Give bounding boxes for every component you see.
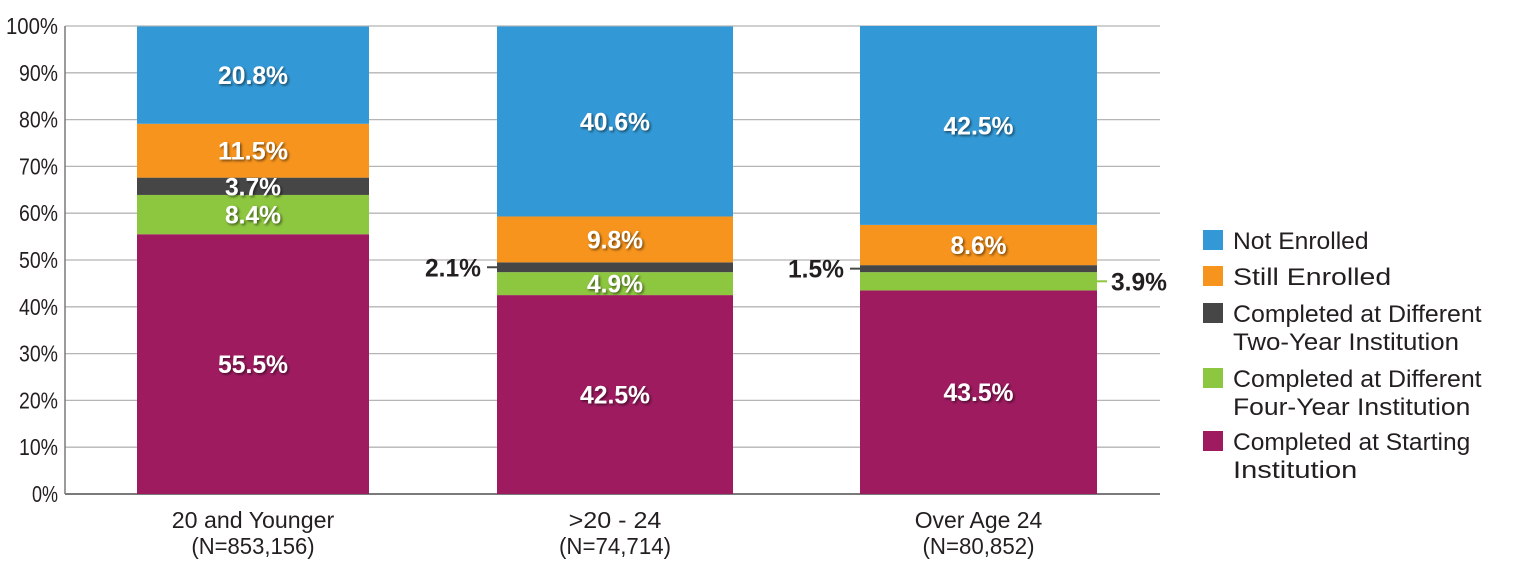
bar-segment <box>860 224 1097 266</box>
data-label: 2.1% <box>425 254 481 282</box>
y-tick-label: 100% <box>6 13 58 39</box>
bar-segment <box>497 216 733 263</box>
data-label: 3.9% <box>1111 268 1167 296</box>
bar-segment <box>860 290 1097 494</box>
y-tick-label: 70% <box>19 153 58 179</box>
legend-label: Two-Year Institution <box>1233 329 1459 356</box>
data-label: 20.8% <box>218 62 288 90</box>
bar-segment <box>860 272 1097 291</box>
bar-segment <box>860 265 1097 273</box>
x-category-label: 20 and Younger <box>172 507 335 533</box>
data-label: 4.9% <box>587 271 643 299</box>
bar-segment <box>497 26 733 217</box>
y-tick-label: 0% <box>32 481 58 507</box>
legend-label: Four-Year Institution <box>1233 394 1470 421</box>
legend-label: Not Enrolled <box>1233 228 1369 255</box>
bar-segment <box>137 194 369 235</box>
data-label: 9.8% <box>587 226 643 254</box>
data-label: 43.5% <box>944 379 1014 407</box>
legend-label: Completed at Different <box>1233 366 1482 393</box>
y-tick-label: 80% <box>19 107 58 133</box>
x-category-n: (N=80,852) <box>923 533 1035 559</box>
data-label: 55.5% <box>218 351 288 379</box>
legend-swatch <box>1203 431 1223 451</box>
legend-label: Completed at Different <box>1233 301 1482 328</box>
bar-segment <box>860 26 1097 225</box>
y-tick-label: 90% <box>19 60 58 86</box>
bar-segment <box>497 272 733 296</box>
legend-swatch <box>1203 266 1223 286</box>
x-category-n: (N=74,714) <box>559 533 671 559</box>
data-label: 40.6% <box>580 108 650 136</box>
bar-segment <box>497 262 733 273</box>
y-tick-label: 40% <box>19 294 58 320</box>
data-label: 42.5% <box>944 112 1014 140</box>
bar-segment <box>137 234 369 494</box>
y-tick-label: 50% <box>19 247 58 273</box>
bar-segment <box>497 295 733 494</box>
data-label: 42.5% <box>580 382 650 410</box>
data-label: 1.5% <box>788 256 844 284</box>
x-category-label: >20 - 24 <box>569 507 662 533</box>
data-label: 3.7% <box>225 173 281 201</box>
y-tick-label: 10% <box>19 434 58 460</box>
legend-swatch <box>1203 303 1223 323</box>
x-category-label: Over Age 24 <box>915 507 1043 533</box>
y-tick-label: 30% <box>19 341 58 367</box>
bar-segment <box>137 123 369 178</box>
legend-swatch <box>1203 230 1223 250</box>
x-category-n: (N=853,156) <box>191 533 314 559</box>
bar-segment <box>137 26 369 124</box>
bar-segment <box>137 177 369 195</box>
data-label: 8.4% <box>225 202 281 230</box>
data-label: 11.5% <box>218 138 288 166</box>
legend-swatch <box>1203 368 1223 388</box>
legend-label: Still Enrolled <box>1233 264 1391 291</box>
y-tick-label: 60% <box>19 200 58 226</box>
y-tick-label: 20% <box>19 387 58 413</box>
data-label: 8.6% <box>951 232 1007 260</box>
legend-label: Institution <box>1233 457 1357 484</box>
legend-label: Completed at Starting <box>1233 429 1470 456</box>
